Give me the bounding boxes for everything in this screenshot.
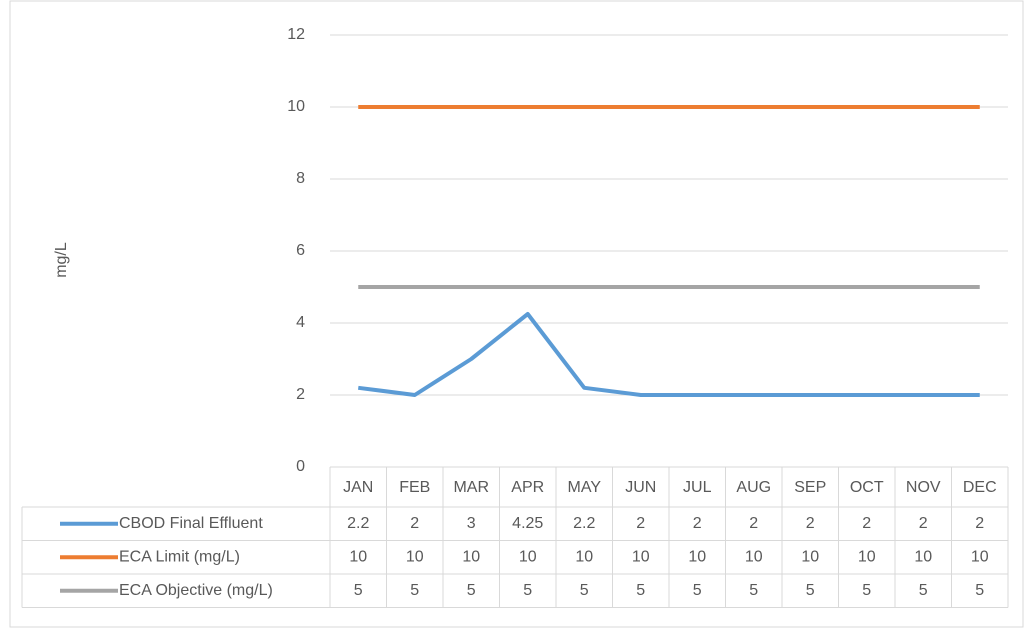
table-cell: 4.25 — [512, 515, 543, 532]
table-cell: 5 — [410, 582, 419, 599]
x-tick-label: JUN — [625, 479, 656, 496]
x-tick-label: OCT — [850, 479, 884, 496]
table-cell: 2 — [749, 515, 758, 532]
table-cell: 10 — [462, 548, 480, 565]
table-cell: 5 — [975, 582, 984, 599]
y-tick-label: 4 — [296, 314, 305, 331]
y-axis-label: mg/L — [53, 242, 70, 278]
table-cell: 5 — [523, 582, 532, 599]
x-tick-label: NOV — [906, 479, 941, 496]
table-cell: 10 — [406, 548, 424, 565]
table-cell: 10 — [745, 548, 763, 565]
table-cell: 10 — [971, 548, 989, 565]
x-tick-label: JAN — [343, 479, 373, 496]
table-cell: 2 — [806, 515, 815, 532]
table-cell: 10 — [349, 548, 367, 565]
chart-frame — [9, 0, 1024, 628]
table-cell: 5 — [636, 582, 645, 599]
table-cell: 2.2 — [347, 515, 369, 532]
table-cell: 2 — [975, 515, 984, 532]
x-tick-label: JUL — [683, 479, 712, 496]
table-cell: 10 — [632, 548, 650, 565]
x-tick-label: AUG — [736, 479, 771, 496]
table-cell: 5 — [919, 582, 928, 599]
x-tick-label: MAY — [568, 479, 602, 496]
y-tick-label: 0 — [296, 458, 305, 475]
table-cell: 2 — [919, 515, 928, 532]
table-cell: 5 — [862, 582, 871, 599]
table-cell: 5 — [467, 582, 476, 599]
x-tick-label: FEB — [399, 479, 430, 496]
table-cell: 2 — [410, 515, 419, 532]
y-tick-label: 6 — [296, 242, 305, 259]
series-line — [357, 312, 980, 397]
table-cell: 2 — [862, 515, 871, 532]
table-cell: 10 — [688, 548, 706, 565]
x-tick-label: MAR — [453, 479, 489, 496]
legend-label: ECA Objective (mg/L) — [119, 582, 273, 599]
x-tick-label: SEP — [794, 479, 826, 496]
table-cell: 2.2 — [573, 515, 595, 532]
table-cell: 10 — [858, 548, 876, 565]
table-cell: 3 — [467, 515, 476, 532]
table-cell: 5 — [580, 582, 589, 599]
table-cell: 5 — [354, 582, 363, 599]
table-cell: 5 — [806, 582, 815, 599]
table-cell: 10 — [519, 548, 537, 565]
table-cell: 10 — [801, 548, 819, 565]
table-cell: 10 — [914, 548, 932, 565]
y-tick-label: 8 — [296, 170, 305, 187]
y-tick-label: 12 — [287, 26, 305, 43]
table-cell: 2 — [693, 515, 702, 532]
x-tick-label: DEC — [963, 479, 997, 496]
y-tick-label: 10 — [287, 98, 305, 115]
table-cell: 2 — [636, 515, 645, 532]
legend-label: ECA Limit (mg/L) — [119, 548, 240, 565]
y-tick-label: 2 — [296, 386, 305, 403]
x-tick-label: APR — [511, 479, 544, 496]
legend-label: CBOD Final Effluent — [119, 515, 263, 532]
table-cell: 10 — [575, 548, 593, 565]
table-cell: 5 — [693, 582, 702, 599]
table-cell: 5 — [749, 582, 758, 599]
